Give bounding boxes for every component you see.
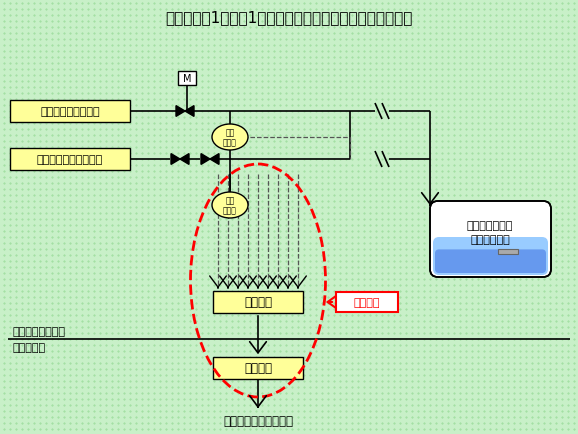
Text: 余熱除去系出口弁等: 余熱除去系出口弁等 — [40, 107, 100, 117]
Text: 温度
検出器: 温度 検出器 — [223, 196, 237, 215]
Bar — [213, 357, 303, 379]
Bar — [178, 72, 196, 86]
Polygon shape — [210, 154, 219, 165]
Text: 中央制御室（信号）等: 中央制御室（信号）等 — [223, 414, 293, 427]
Bar — [498, 250, 518, 254]
Bar — [213, 291, 303, 313]
FancyBboxPatch shape — [435, 250, 546, 273]
Ellipse shape — [212, 125, 248, 151]
Text: M: M — [183, 74, 191, 84]
Ellipse shape — [212, 193, 248, 218]
Text: 格納容器冷却材: 格納容器冷却材 — [467, 220, 513, 230]
Text: 原子炉格納容器内: 原子炉格納容器内 — [12, 326, 65, 336]
Text: 受信器盤: 受信器盤 — [244, 362, 272, 375]
Text: 当該箇所: 当該箇所 — [354, 297, 380, 307]
Polygon shape — [201, 154, 210, 165]
Text: 伊方発電所1号機　1次系弁の漏えい監視用温度測定概要図: 伊方発電所1号機 1次系弁の漏えい監視用温度測定概要図 — [165, 10, 413, 26]
FancyBboxPatch shape — [433, 237, 548, 275]
Bar — [10, 101, 130, 123]
Polygon shape — [180, 154, 189, 165]
Polygon shape — [176, 106, 185, 117]
Text: 管理区域外: 管理区域外 — [12, 342, 45, 352]
Polygon shape — [185, 106, 194, 117]
Text: 温度
検出器: 温度 検出器 — [223, 128, 237, 148]
FancyBboxPatch shape — [430, 201, 551, 277]
Bar — [336, 293, 398, 312]
Text: 送信器盤: 送信器盤 — [244, 296, 272, 309]
Text: ドレンタンク: ドレンタンク — [470, 234, 510, 244]
Bar — [10, 149, 130, 171]
Polygon shape — [171, 154, 180, 165]
Text: ループドレンライン等: ループドレンライン等 — [37, 155, 103, 164]
